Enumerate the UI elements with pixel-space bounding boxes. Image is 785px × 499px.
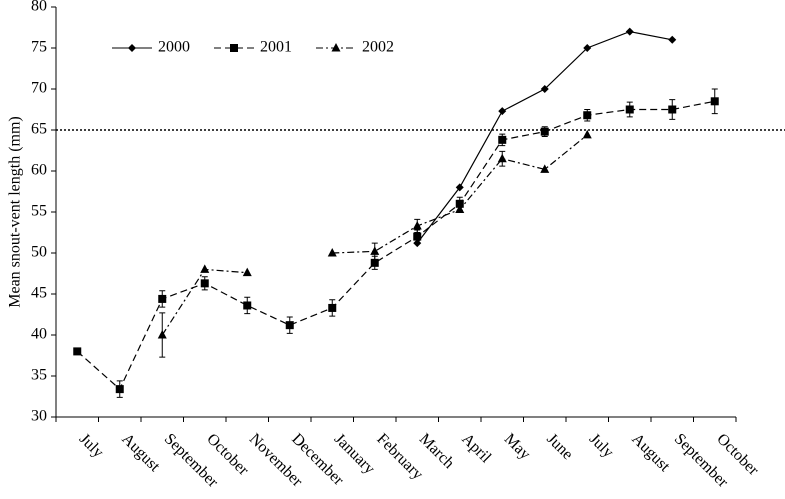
- marker: [582, 129, 592, 139]
- y-tick-label: 45: [31, 285, 47, 302]
- y-tick-label: 65: [31, 121, 47, 138]
- marker: [328, 303, 337, 312]
- marker: [327, 248, 337, 257]
- series-line: [161, 134, 588, 336]
- y-tick-label: 70: [31, 80, 47, 97]
- marker: [498, 135, 507, 144]
- marker: [230, 44, 238, 52]
- marker: [497, 153, 507, 163]
- marker: [413, 232, 422, 241]
- marker: [625, 27, 634, 36]
- marker: [73, 347, 82, 356]
- marker: [243, 301, 252, 310]
- marker: [455, 183, 464, 192]
- marker: [200, 279, 209, 288]
- x-tick-label: August: [628, 430, 673, 475]
- marker: [455, 199, 464, 208]
- marker: [540, 127, 549, 136]
- y-tick-label: 50: [31, 244, 47, 261]
- x-tick-label: August: [118, 430, 163, 475]
- y-tick-label: 30: [31, 408, 47, 425]
- y-tick-label: 40: [31, 326, 47, 343]
- y-tick-label: 55: [31, 203, 47, 220]
- marker: [331, 43, 341, 52]
- marker: [115, 385, 124, 394]
- marker: [200, 264, 210, 273]
- legend-label: 2000: [158, 39, 190, 56]
- marker: [370, 258, 379, 267]
- y-tick-label: 75: [31, 39, 47, 56]
- marker: [158, 294, 167, 303]
- x-tick-label: April: [458, 430, 494, 466]
- x-tick-label: July: [76, 430, 107, 461]
- marker: [242, 267, 252, 277]
- marker: [128, 44, 136, 52]
- y-tick-label: 60: [31, 162, 47, 179]
- marker: [285, 321, 294, 330]
- legend-label: 2001: [260, 39, 292, 56]
- marker: [583, 111, 592, 120]
- marker: [412, 220, 422, 230]
- marker: [157, 330, 167, 339]
- y-tick-label: 35: [31, 367, 47, 384]
- marker: [455, 204, 465, 214]
- marker: [710, 97, 719, 106]
- y-axis-label: Mean snout-vent length (mm): [7, 116, 24, 308]
- marker: [668, 35, 677, 44]
- x-tick-label: February: [373, 430, 426, 483]
- marker: [668, 105, 677, 114]
- marker: [498, 107, 507, 116]
- legend-label: 2002: [362, 39, 394, 56]
- x-tick-label: May: [501, 430, 534, 463]
- marker: [540, 164, 550, 173]
- marker: [370, 246, 380, 255]
- marker: [625, 105, 634, 114]
- series-line: [76, 100, 715, 391]
- series-line: [416, 30, 673, 244]
- marker: [583, 44, 592, 52]
- x-tick-label: June: [543, 430, 576, 463]
- x-tick-label: July: [586, 430, 617, 461]
- y-tick-label: 80: [31, 0, 47, 15]
- marker: [540, 85, 549, 93]
